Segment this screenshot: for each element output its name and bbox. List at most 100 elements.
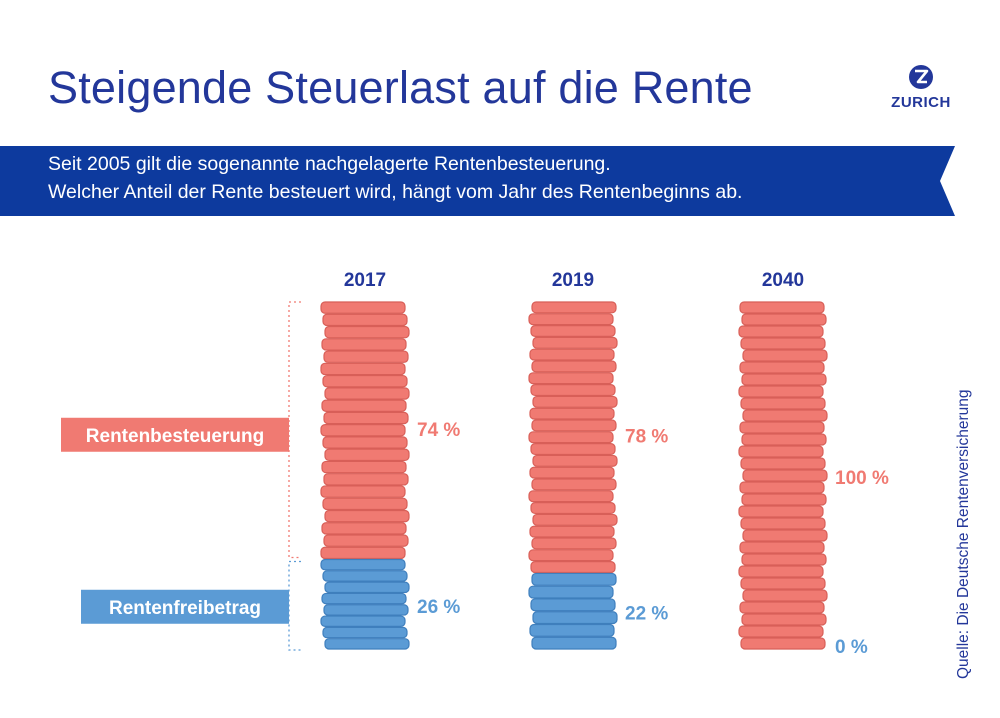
rentenbesteuerung-coin-2040 — [741, 553, 827, 566]
rentenfreibetrag-coin-2017 — [321, 592, 407, 605]
rentenbesteuerung-coin-2040 — [738, 565, 824, 578]
rentenbesteuerung-coin-2019 — [530, 561, 616, 574]
rentenbesteuerung-coin-2017 — [320, 424, 406, 437]
rentenbesteuerung-coin-2040 — [740, 457, 826, 470]
year-label-2040: 2040 — [762, 270, 804, 291]
rentenbesteuerung-coin-2019 — [528, 372, 614, 385]
zurich-z-icon — [909, 65, 933, 89]
rentenbesteuerung-coin-2019 — [530, 384, 616, 397]
intro-banner — [0, 146, 960, 216]
rentenbesteuerung-coin-2019 — [531, 478, 617, 491]
rentenfreibetrag-value-2017: 26 % — [417, 597, 460, 618]
rentenfreibetrag-coin-2019 — [531, 572, 617, 586]
rentenbesteuerung-coin-2040 — [742, 409, 828, 422]
rentenbesteuerung-coin-2017 — [321, 522, 407, 535]
rentenbesteuerung-coin-2040 — [740, 337, 826, 350]
rentenbesteuerung-coin-2017 — [323, 411, 409, 425]
rentenbesteuerung-coin-2040 — [738, 505, 824, 518]
year-label-2019: 2019 — [552, 270, 594, 291]
rentenbesteuerung-coin-2019 — [531, 419, 617, 432]
rentenbesteuerung-coin-2017 — [322, 313, 408, 327]
rentenbesteuerung-coin-2017 — [321, 399, 407, 412]
rentenbesteuerung-coin-2017 — [320, 362, 406, 376]
rentenbesteuerung-coin-2017 — [321, 338, 407, 351]
rentenbesteuerung-value-2040: 100 % — [835, 468, 889, 489]
rentenfreibetrag-coin-2019 — [530, 598, 616, 612]
rentenbesteuerung-coin-2019 — [529, 525, 615, 538]
banner-text-line-1: Seit 2005 gilt die sogenannte nachgelage… — [48, 153, 611, 175]
rentenbesteuerung-coin-2017 — [324, 325, 410, 339]
rentenbesteuerung-coin-2019 — [528, 431, 614, 444]
rentenbesteuerung-coin-2019 — [528, 313, 614, 326]
rentenbesteuerung-coin-2040 — [739, 481, 825, 494]
rentenbesteuerung-coin-2017 — [323, 350, 409, 363]
rentenfreibetrag-bracket — [288, 560, 301, 651]
rentenbesteuerung-coin-2040 — [739, 301, 825, 314]
rentenbesteuerung-coin-2040 — [741, 373, 827, 386]
rentenfreibetrag-coin-2019 — [532, 611, 618, 625]
rentenbesteuerung-coin-2017 — [324, 448, 410, 462]
legend-rentenfreibetrag-box — [81, 589, 289, 624]
rentenbesteuerung-coin-2017 — [322, 374, 408, 388]
rentenfreibetrag-coin-2017 — [322, 626, 408, 639]
rentenbesteuerung-value-2017: 74 % — [417, 420, 460, 441]
rentenbesteuerung-coin-2040 — [739, 541, 825, 554]
year-label-2017: 2017 — [344, 270, 386, 291]
rentenbesteuerung-coin-2017 — [322, 436, 408, 449]
rentenbesteuerung-coin-2040 — [738, 385, 824, 398]
rentenbesteuerung-coin-2040 — [741, 433, 827, 446]
rentenbesteuerung-coin-2040 — [741, 313, 827, 326]
rentenbesteuerung-coin-2019 — [532, 336, 618, 349]
rentenbesteuerung-coin-2019 — [531, 301, 617, 314]
banner-shape — [0, 146, 955, 216]
rentenbesteuerung-coin-2017 — [323, 534, 409, 547]
rentenbesteuerung-coin-2019 — [530, 325, 616, 338]
rentenbesteuerung-coin-2017 — [320, 546, 406, 560]
rentenbesteuerung-coin-2017 — [321, 460, 407, 474]
rentenfreibetrag-value-2040: 0 % — [835, 637, 868, 658]
rentenbesteuerung-coin-2040 — [740, 517, 826, 530]
rentenbesteuerung-coin-2017 — [324, 387, 410, 400]
rentenbesteuerung-value-2019: 78 % — [625, 427, 668, 448]
rentenbesteuerung-coin-2019 — [528, 490, 614, 503]
rentenbesteuerung-coin-2040 — [742, 469, 828, 482]
rentenfreibetrag-coin-2017 — [320, 558, 406, 571]
coin-stack-chart: 2017 74 % 26 % 2019 78 % 22 % 2040 100 % 0 % Rent… — [61, 270, 889, 658]
rentenbesteuerung-coin-2040 — [739, 361, 825, 374]
legend-rentenbesteuerung-label: Rentenbesteuerung — [86, 426, 264, 447]
rentenbesteuerung-coin-2040 — [739, 421, 825, 434]
rentenbesteuerung-coin-2019 — [531, 537, 617, 550]
rentenbesteuerung-coin-2019 — [532, 454, 618, 467]
rentenfreibetrag-coin-2019 — [531, 636, 617, 650]
rentenbesteuerung-coin-2040 — [740, 637, 826, 650]
rentenbesteuerung-coin-2017 — [323, 473, 409, 486]
source-note: Quelle: Die Deutsche Rentenversicherung — [955, 389, 972, 680]
rentenbesteuerung-coin-2040 — [742, 349, 828, 362]
logo-text: ZURICH — [891, 94, 951, 111]
rentenbesteuerung-coin-2040 — [738, 445, 824, 458]
rentenbesteuerung-coin-2040 — [740, 577, 826, 590]
rentenbesteuerung-coin-2019 — [529, 466, 615, 479]
rentenbesteuerung-coin-2019 — [532, 513, 618, 526]
rentenbesteuerung-coin-2019 — [528, 549, 614, 562]
rentenbesteuerung-coin-2017 — [324, 509, 410, 523]
banner-text-line-2: Welcher Anteil der Rente besteuert wird,… — [48, 181, 743, 203]
page-title: Steigende Steuerlast auf die Rente — [48, 62, 753, 113]
rentenbesteuerung-coin-2040 — [740, 397, 826, 410]
rentenbesteuerung-coin-2019 — [531, 360, 617, 373]
rentenbesteuerung-coin-2019 — [532, 395, 618, 408]
rentenbesteuerung-coin-2017 — [322, 497, 408, 511]
rentenbesteuerung-bracket — [288, 301, 301, 559]
rentenbesteuerung-coin-2040 — [742, 589, 828, 602]
rentenbesteuerung-coin-2040 — [739, 601, 825, 614]
rentenfreibetrag-coin-2017 — [322, 570, 408, 582]
legend-rentenbesteuerung-box — [61, 417, 289, 452]
rentenbesteuerung-coin-2040 — [738, 325, 824, 338]
rentenbesteuerung-coin-2017 — [320, 485, 406, 498]
rentenbesteuerung-coin-2019 — [530, 502, 616, 515]
rentenbesteuerung-coin-2019 — [529, 407, 615, 420]
rentenbesteuerung-coin-2019 — [529, 348, 615, 361]
zurich-logo: ZURICH — [886, 64, 956, 114]
rentenfreibetrag-coin-2019 — [528, 585, 614, 599]
rentenfreibetrag-coin-2017 — [324, 581, 410, 594]
